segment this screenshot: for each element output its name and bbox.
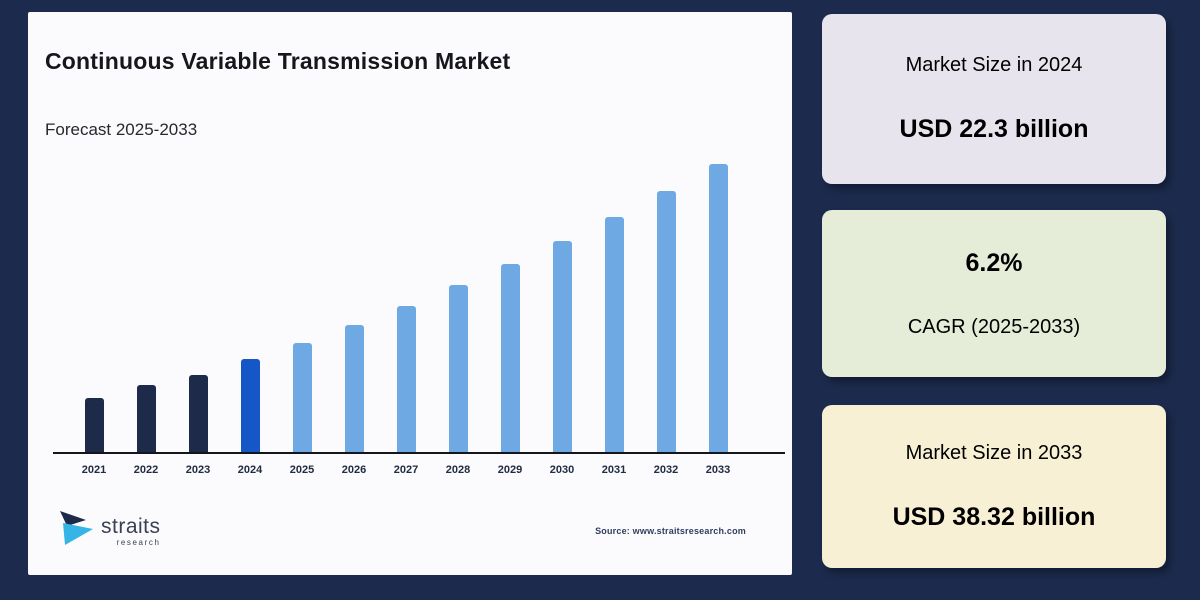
bar-slot-2024: [224, 152, 276, 452]
straits-logo: straits research: [58, 508, 161, 553]
logo-brand-sub: research: [116, 537, 161, 547]
bar-2022: [136, 385, 156, 452]
bar-2030: [552, 241, 572, 452]
bar-slot-2033: [692, 152, 744, 452]
bar-2021: [84, 398, 104, 452]
bar-slot-2032: [640, 152, 692, 452]
bar-2025: [292, 343, 312, 452]
stat-card-value: USD 22.3 billion: [899, 115, 1089, 143]
logo-brand-name: straits: [101, 514, 161, 538]
bar-slot-2028: [432, 152, 484, 452]
x-tick-2033: 2033: [705, 464, 731, 476]
stat-card-label: Market Size in 2024: [905, 54, 1083, 76]
stat-card-value: USD 38.32 billion: [892, 502, 1096, 531]
x-tick-2021: 2021: [81, 464, 107, 476]
x-tick-2026: 2026: [341, 464, 367, 476]
bar-2023: [188, 375, 208, 452]
bar-2028: [448, 285, 468, 452]
chart-subtitle: Forecast 2025-2033: [45, 120, 198, 139]
bar-2026: [344, 325, 364, 452]
bar-2024: [240, 359, 260, 452]
bar-slot-2021: [68, 152, 120, 452]
stat-card-value: 6.2%: [965, 248, 1023, 277]
chart-panel: Continuous Variable Transmission Market …: [28, 12, 792, 575]
bar-2033: [708, 164, 728, 452]
stat-card-market-size-2033: Market Size in 2033 USD 38.32 billion: [822, 405, 1166, 568]
x-tick-2030: 2030: [549, 464, 575, 476]
x-tick-2032: 2032: [653, 464, 679, 476]
bar-slot-2029: [484, 152, 536, 452]
straits-logo-icon: [58, 508, 96, 553]
x-tick-2029: 2029: [497, 464, 523, 476]
stat-card-label: Market Size in 2033: [905, 441, 1083, 464]
x-tick-2024: 2024: [237, 464, 263, 476]
x-tick-2022: 2022: [133, 464, 159, 476]
bar-slot-2026: [328, 152, 380, 452]
stat-card-cagr: 6.2% CAGR (2025-2033): [822, 210, 1166, 377]
stat-card-label: CAGR (2025-2033): [907, 315, 1081, 338]
bar-chart: [68, 152, 744, 452]
x-tick-2027: 2027: [393, 464, 419, 476]
bar-slot-2022: [120, 152, 172, 452]
straits-logo-text: straits research: [101, 515, 161, 547]
bar-slot-2023: [172, 152, 224, 452]
x-axis-line: [53, 452, 785, 454]
bar-2029: [500, 264, 520, 452]
bar-slot-2027: [380, 152, 432, 452]
x-tick-2023: 2023: [185, 464, 211, 476]
source-text: Source: www.straitsresearch.com: [595, 526, 746, 536]
x-tick-2031: 2031: [601, 464, 627, 476]
bar-slot-2025: [276, 152, 328, 452]
bar-slot-2031: [588, 152, 640, 452]
bar-2027: [396, 306, 416, 452]
bar-2032: [656, 191, 676, 452]
x-tick-2025: 2025: [289, 464, 315, 476]
bar-slot-2030: [536, 152, 588, 452]
chart-title: Continuous Variable Transmission Market: [45, 48, 511, 74]
x-tick-2028: 2028: [445, 464, 471, 476]
x-axis-labels: 2021 2022 2023 2024 2025 2026 2027 2028 2029 2030…: [68, 464, 744, 476]
stat-card-market-size-2024: Market Size in 2024 USD 22.3 billion: [822, 14, 1166, 184]
bar-2031: [604, 217, 624, 452]
